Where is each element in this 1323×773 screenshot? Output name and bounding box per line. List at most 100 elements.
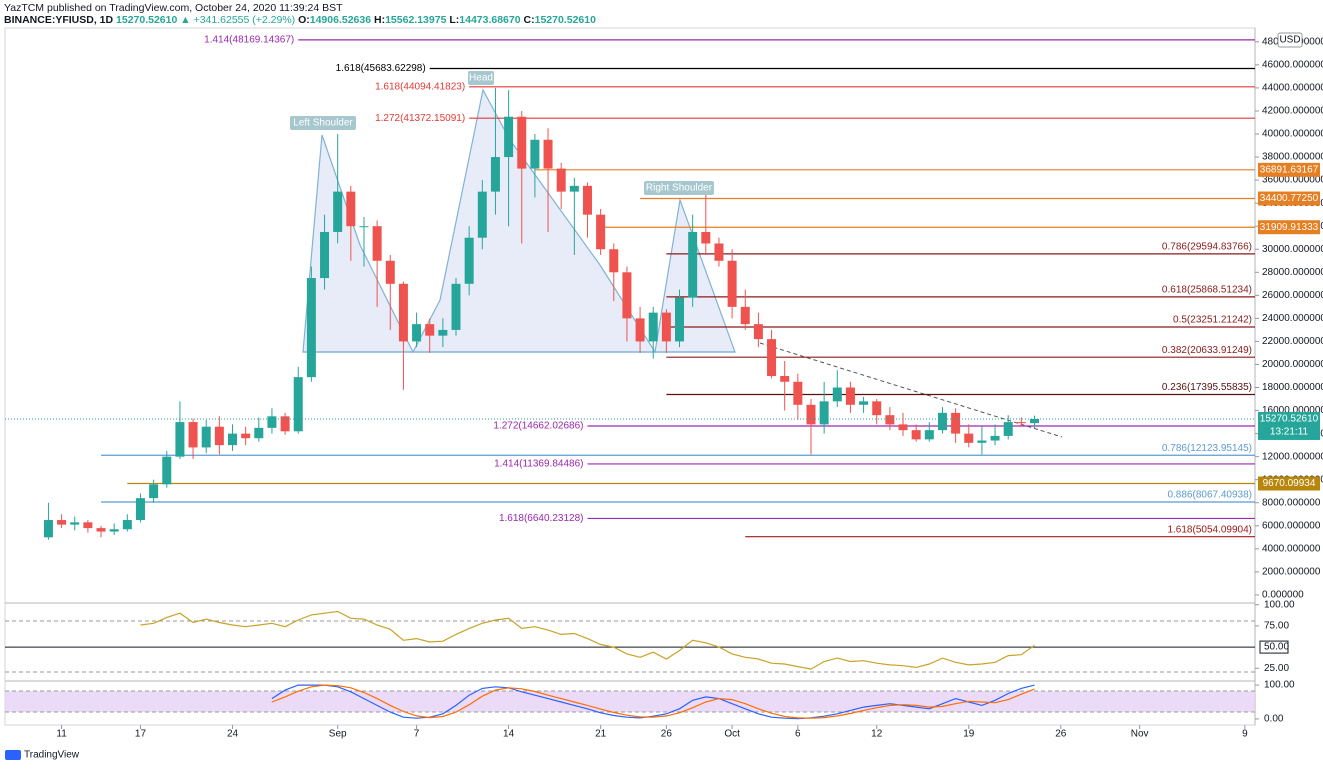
- rsi-tick-label: 25.00: [1264, 663, 1289, 674]
- candle-body: [688, 231, 698, 298]
- currency-badge: [1277, 32, 1303, 48]
- level-label: 1.618(5054.09904): [1167, 524, 1252, 535]
- currency: USD: [1279, 35, 1300, 46]
- y-tick-label: 28000.000000: [1262, 267, 1323, 278]
- candle-body: [451, 283, 461, 330]
- x-tick-label: 7: [414, 729, 420, 740]
- x-tick-label: 26: [661, 729, 673, 740]
- y-tick-label: 38000.000000: [1262, 152, 1323, 163]
- level-label: 0.5(23251.21242): [1173, 315, 1252, 326]
- symbol-line: BINANCE:YFIUSD, 1D 15270.52610 ▲ +341.62…: [4, 14, 596, 26]
- level-label: 1.414(11369.84486): [494, 459, 583, 470]
- candle-body: [951, 412, 961, 434]
- candle-body: [83, 522, 93, 529]
- candle-body: [122, 520, 132, 530]
- candle-body: [359, 226, 369, 228]
- candle-body: [517, 116, 527, 169]
- candle-body: [96, 528, 106, 532]
- y-tick-label: 44000.000000: [1262, 83, 1323, 94]
- x-tick-label: 12: [871, 729, 883, 740]
- candle-body: [911, 430, 921, 440]
- pattern-shape: [302, 88, 736, 354]
- candle-body: [648, 312, 658, 342]
- rsi-tick-label: 50.00: [1264, 642, 1289, 653]
- annotation-box: [644, 181, 714, 195]
- level-label: 0.618(25868.51234): [1162, 284, 1252, 295]
- candle-body: [793, 381, 803, 405]
- candle-body: [504, 116, 514, 158]
- candle-body: [964, 433, 974, 443]
- level-tag: [1258, 476, 1320, 491]
- candle-body: [425, 324, 435, 336]
- x-tick-label: 26: [1055, 729, 1067, 740]
- y-tick-label: 18000.000000: [1262, 382, 1323, 393]
- x-tick-label: Oct: [724, 729, 740, 740]
- ohlc-value: 14473.68670: [459, 14, 520, 26]
- level-tag: [1258, 220, 1320, 235]
- candle-body: [859, 401, 869, 405]
- candle-body: [135, 498, 145, 521]
- candle-body: [70, 522, 80, 525]
- level-tag: [1258, 191, 1320, 206]
- candle-body: [188, 422, 198, 448]
- x-tick-label: 24: [227, 729, 239, 740]
- rsi-line: [140, 610, 1035, 670]
- candle-body: [609, 249, 619, 273]
- y-tick-label: 4000.000000: [1262, 543, 1321, 554]
- candle-body: [753, 324, 763, 340]
- ohlc-key: L:: [449, 14, 459, 26]
- x-tick-label: 14: [503, 729, 515, 740]
- candle-body: [214, 426, 224, 446]
- candle-body: [149, 484, 159, 499]
- y-tick-label: 40000.000000: [1262, 129, 1323, 140]
- level-tag: [1258, 162, 1320, 177]
- candle-body: [872, 401, 882, 416]
- y-tick-label: 8000.000000: [1262, 497, 1321, 508]
- candle-body: [464, 237, 474, 284]
- candle-body: [333, 191, 343, 232]
- candle-body: [228, 433, 238, 446]
- candle-body: [267, 416, 277, 428]
- x-tick-label: Nov: [1131, 729, 1149, 740]
- y-tick-label: 24000.000000: [1262, 313, 1323, 324]
- level-tag-label: 36891.63167: [1260, 164, 1319, 175]
- level-tag-label: 31909.91333: [1260, 222, 1319, 233]
- y-tick-label: 16000.000000: [1262, 405, 1323, 416]
- stoch-tick-label: 100.00: [1264, 680, 1295, 691]
- axes: 0.000000 2000.000000 4000.000000 6000.00000…: [5, 32, 1323, 740]
- annotation: Right Shoulder: [646, 183, 713, 194]
- candle-body: [530, 139, 540, 169]
- level-tag-label: 34400.77250: [1260, 193, 1319, 204]
- candle-body: [937, 412, 947, 431]
- candle-body: [201, 426, 211, 448]
- level-label: 0.786(12123.95145): [1162, 443, 1252, 454]
- rsi-tick-label: 75.00: [1264, 621, 1289, 632]
- symbol: BINANCE:YFIUSD, 1D: [4, 14, 114, 26]
- candle-body: [320, 231, 330, 279]
- y-tick-label: 22000.000000: [1262, 336, 1323, 347]
- candle-body: [885, 415, 895, 425]
- level-label: 1.618(45683.62298): [336, 63, 426, 74]
- candle-body: [701, 231, 711, 244]
- candle-body: [582, 185, 592, 215]
- candle-body: [346, 191, 356, 227]
- candle-body: [372, 226, 382, 261]
- candle-body: [109, 529, 119, 532]
- stoch-tick-label: 0.00: [1264, 714, 1284, 725]
- candle-body: [412, 324, 422, 342]
- ohlc-key: O:: [298, 14, 310, 26]
- author-line: YazTCM published on TradingView.com, Oct…: [4, 2, 343, 14]
- candle-body: [924, 430, 934, 440]
- x-tick-label: 6: [795, 729, 801, 740]
- candle-body: [57, 520, 67, 525]
- trend-line: [759, 342, 1063, 438]
- x-tick-label: 11: [56, 729, 67, 740]
- candle-body: [438, 329, 448, 336]
- candle-body: [806, 404, 816, 425]
- level-label: 1.414(48169.14367): [204, 35, 294, 46]
- y-tick-label: 36000.000000: [1262, 175, 1323, 186]
- candle-body: [385, 260, 395, 284]
- level-label: 1.618(44094.41823): [375, 81, 465, 92]
